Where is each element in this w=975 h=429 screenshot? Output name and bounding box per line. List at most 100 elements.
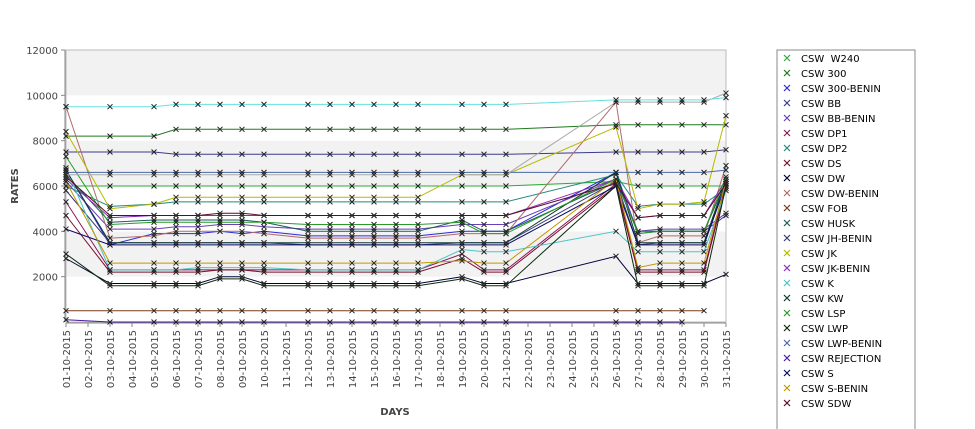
data-point: [151, 217, 157, 223]
data-point: [415, 319, 421, 325]
data-point: [305, 199, 311, 205]
data-point: [415, 307, 421, 314]
data-point: [261, 171, 267, 178]
data-point: [239, 221, 245, 228]
data-point: [723, 112, 729, 119]
data-point: [657, 248, 663, 255]
data-point: [217, 194, 223, 201]
data-point: [481, 126, 487, 133]
legend-label: CSW KW: [801, 294, 844, 305]
data-point: [701, 121, 707, 128]
data-point: [481, 151, 487, 158]
data-point: [679, 121, 685, 128]
data-point: [173, 199, 179, 205]
data-point: [173, 239, 179, 246]
y-tick-label: 10000: [26, 91, 58, 102]
data-point: [415, 212, 421, 219]
legend-label: CSW DW-BENIN: [801, 189, 879, 200]
data-point: [349, 126, 355, 133]
data-point: [349, 212, 355, 219]
data-point: [635, 319, 641, 325]
data-point: [481, 101, 487, 108]
data-point: [195, 223, 201, 230]
data-point: [173, 307, 179, 314]
data-point: [261, 230, 267, 237]
legend-label: CSW FOB: [801, 204, 848, 215]
data-point: [613, 319, 619, 325]
data-point: [635, 214, 641, 221]
data-point: [635, 169, 641, 176]
data-point: [239, 260, 245, 266]
plot-band: [66, 140, 726, 186]
legend-marker: [783, 54, 791, 62]
data-point: [195, 319, 201, 325]
data-point: [415, 126, 421, 133]
data-point: [195, 126, 201, 133]
data-point: [723, 178, 729, 185]
data-point: [305, 260, 311, 266]
data-point: [195, 199, 201, 205]
data-point: [173, 219, 179, 226]
x-tick-label: 11-10-2015: [282, 330, 293, 388]
legend-marker: [783, 129, 791, 137]
data-point: [151, 260, 157, 266]
data-point: [327, 269, 333, 275]
data-point: [173, 171, 179, 178]
data-point: [217, 151, 223, 158]
data-point: [261, 319, 267, 325]
data-point: [63, 316, 69, 323]
data-point: [371, 235, 377, 241]
x-tick-label: 12-10-2015: [304, 330, 315, 388]
data-point: [151, 242, 157, 248]
data-point: [415, 199, 421, 205]
data-point: [503, 242, 509, 248]
x-tick-label: 24-10-2015: [568, 330, 579, 388]
data-point: [503, 171, 509, 178]
x-tick-label: 02-10-2015: [84, 330, 95, 388]
data-point: [657, 183, 663, 189]
data-point: [459, 242, 465, 248]
data-point: [393, 183, 399, 189]
data-point: [481, 221, 487, 228]
data-point: [657, 226, 663, 232]
data-point: [305, 151, 311, 158]
data-point: [613, 169, 619, 176]
data-point: [371, 199, 377, 205]
data-point: [393, 126, 399, 133]
data-point: [657, 260, 663, 266]
x-axis: 01-10-2015 02-10-2015 03-10-2015 04-10-2015…: [62, 322, 733, 388]
data-point: [657, 242, 663, 248]
x-tick-label: 26-10-2015: [612, 330, 623, 388]
data-point: [459, 171, 465, 178]
data-point: [635, 307, 641, 314]
data-point: [239, 267, 245, 273]
x-tick-label: 05-10-2015: [150, 330, 161, 388]
legend-marker: [783, 189, 791, 197]
y-tick-label: 8000: [33, 137, 58, 148]
data-point: [217, 221, 223, 228]
data-point: [481, 212, 487, 219]
legend: CSW W240 CSW 300 CSW 300-BENIN CSW BB CSW BB…: [776, 49, 916, 429]
data-point: [349, 194, 355, 201]
data-point: [305, 126, 311, 133]
data-point: [679, 183, 685, 189]
data-point: [173, 280, 179, 287]
data-point: [195, 194, 201, 201]
data-point: [503, 269, 509, 275]
data-point: [503, 248, 509, 255]
data-point: [327, 212, 333, 219]
plot-area: [65, 49, 727, 323]
data-point: [261, 307, 267, 314]
data-point: [679, 319, 685, 325]
data-point: [613, 307, 619, 314]
data-point: [107, 307, 113, 314]
x-tick-label: 28-10-2015: [656, 330, 667, 388]
data-point: [217, 199, 223, 205]
x-tick-label: 06-10-2015: [172, 330, 183, 388]
data-point: [239, 307, 245, 314]
data-point: [173, 242, 179, 248]
data-point: [107, 226, 113, 232]
data-point: [459, 239, 465, 246]
data-point: [657, 269, 663, 275]
data-point: [701, 228, 707, 235]
